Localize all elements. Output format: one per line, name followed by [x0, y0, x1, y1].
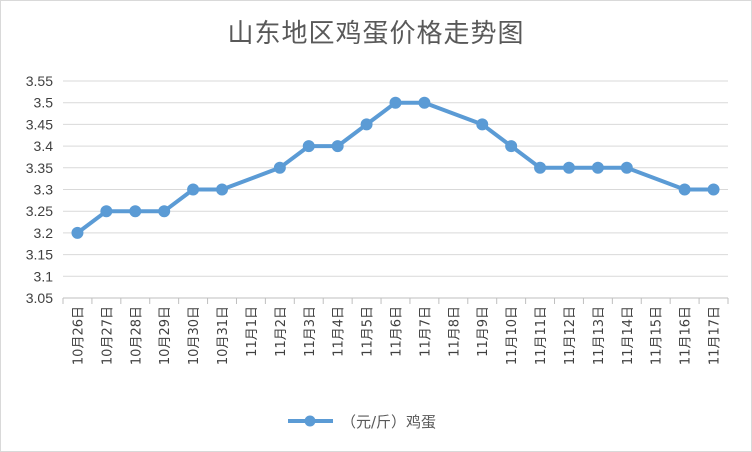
data-point	[562, 161, 575, 174]
x-tick-label: 10月27日	[100, 306, 115, 365]
data-point	[273, 161, 286, 174]
legend-label: （元/斤）鸡蛋	[341, 413, 436, 431]
y-tick-label: 3.5	[34, 95, 54, 111]
data-point	[505, 140, 518, 153]
x-tick-label: 10月31日	[216, 306, 231, 365]
y-tick-label: 3.3	[34, 182, 54, 198]
x-tick-label: 11月16日	[679, 306, 694, 365]
y-tick-label: 3.4	[34, 138, 54, 154]
data-point	[331, 140, 344, 153]
x-tick-label: 11月1日	[245, 306, 260, 357]
y-tick-label: 3.45	[26, 116, 53, 132]
x-tick-label: 11月4日	[332, 306, 347, 357]
data-point	[100, 205, 113, 218]
legend-marker	[304, 415, 316, 427]
x-tick-label: 11月15日	[650, 306, 665, 365]
x-tick-label: 10月29日	[158, 306, 173, 365]
x-tick-label: 11月3日	[303, 306, 318, 357]
x-tick-label: 11月2日	[274, 306, 289, 357]
x-tick-label: 11月14日	[621, 306, 636, 365]
data-point	[534, 161, 547, 174]
data-point	[591, 161, 604, 174]
y-tick-label: 3.35	[26, 160, 53, 176]
x-tick-label: 11月11日	[534, 306, 549, 365]
x-tick-label: 11月7日	[418, 306, 433, 357]
data-point	[476, 118, 489, 131]
y-tick-label: 3.05	[26, 290, 53, 306]
x-tick-label: 11月10日	[505, 306, 520, 365]
data-point	[302, 140, 315, 153]
x-tick-label: 11月5日	[361, 306, 376, 357]
y-tick-label: 3.25	[26, 203, 53, 219]
x-tick-label: 11月12日	[563, 306, 578, 365]
x-tick-label: 11月17日	[708, 306, 723, 365]
y-tick-label: 3.2	[34, 225, 54, 241]
data-point	[620, 161, 633, 174]
x-tick-label: 11月8日	[447, 306, 462, 357]
data-point	[216, 183, 229, 196]
x-tick-label: 10月30日	[187, 306, 202, 365]
data-point	[129, 205, 142, 218]
x-tick-label: 10月28日	[129, 306, 144, 365]
x-tick-label: 10月26日	[71, 306, 86, 365]
data-point	[389, 96, 402, 109]
y-tick-label: 3.55	[26, 73, 53, 89]
data-point	[360, 118, 373, 131]
x-tick-label: 11月13日	[592, 306, 607, 365]
y-tick-label: 3.1	[34, 268, 54, 284]
x-tick-label: 11月6日	[390, 306, 405, 357]
data-point	[71, 226, 84, 239]
chart-title: 山东地区鸡蛋价格走势图	[227, 19, 525, 49]
data-point	[187, 183, 200, 196]
y-tick-label: 3.15	[26, 247, 53, 263]
x-tick-label: 11月9日	[476, 306, 491, 357]
data-point	[678, 183, 691, 196]
data-point	[707, 183, 720, 196]
data-point	[418, 96, 431, 109]
data-point	[158, 205, 171, 218]
